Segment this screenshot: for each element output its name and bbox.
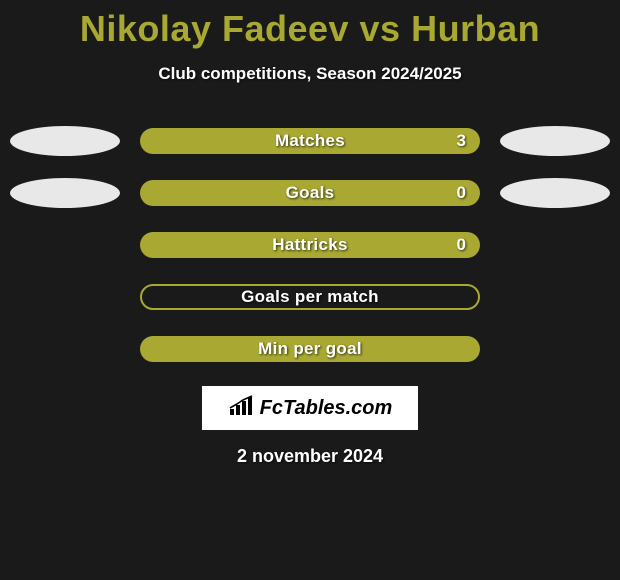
subtitle: Club competitions, Season 2024/2025 [0,64,620,84]
ellipse-spacer [500,334,610,364]
stats-container: Matches 3 Goals 0 Hattricks 0 Goals per … [0,126,620,364]
stat-row: Goals per match [0,282,620,312]
date-text: 2 november 2024 [0,446,620,467]
ellipse-spacer [10,230,120,260]
ellipse-spacer [500,230,610,260]
stat-label: Hattricks [272,235,347,255]
stat-label: Goals per match [241,287,379,307]
stat-row: Goals 0 [0,178,620,208]
stat-bar: Hattricks 0 [140,232,480,258]
stat-value: 0 [457,183,466,203]
stat-bar: Min per goal [140,336,480,362]
stat-label: Min per goal [258,339,362,359]
ellipse-spacer [10,282,120,312]
left-ellipse-icon [10,126,120,156]
brand-badge: FcTables.com [202,386,418,430]
page-title: Nikolay Fadeev vs Hurban [0,0,620,50]
right-ellipse-icon [500,126,610,156]
brand-chart-icon [228,395,256,422]
ellipse-spacer [500,282,610,312]
stat-label: Goals [286,183,335,203]
brand-text: FcTables.com [260,397,393,420]
ellipse-spacer [10,334,120,364]
stat-row: Min per goal [0,334,620,364]
stat-value: 0 [457,235,466,255]
stat-bar: Matches 3 [140,128,480,154]
stat-row: Matches 3 [0,126,620,156]
stat-bar: Goals per match [140,284,480,310]
stat-row: Hattricks 0 [0,230,620,260]
stat-value: 3 [457,131,466,151]
right-ellipse-icon [500,178,610,208]
left-ellipse-icon [10,178,120,208]
stat-label: Matches [275,131,345,151]
stat-bar: Goals 0 [140,180,480,206]
